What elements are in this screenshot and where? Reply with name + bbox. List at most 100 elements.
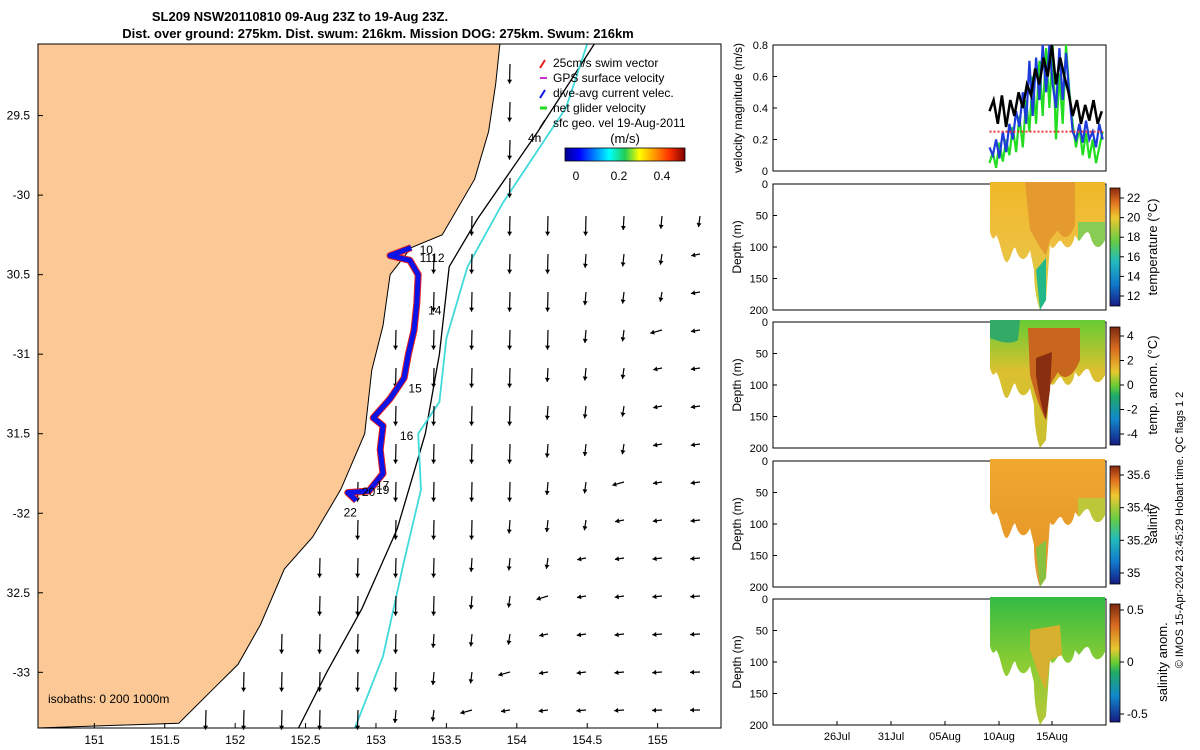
velocity-arrowhead [393, 459, 399, 464]
depth-tick-label: 50 [756, 626, 768, 638]
colorbar-tick-label: -0.5 [1127, 707, 1148, 721]
velocity-arrowhead [691, 252, 696, 258]
salinity-panel: Depth (m) salinity [730, 459, 1160, 588]
velocity-arrowhead [545, 345, 551, 350]
depth-tick-label: 50 [756, 211, 768, 223]
velocity-arrowhead [582, 263, 588, 268]
temp-anomaly-cool-band [990, 320, 1020, 343]
velocity-arrowhead [577, 556, 582, 562]
velocity-arrowhead [393, 611, 399, 616]
velocity-arrowhead [582, 338, 588, 343]
velocity-arrowhead [691, 328, 696, 334]
colorbar-tick-label: 35.6 [1127, 468, 1151, 482]
velocity-arrowhead [690, 366, 696, 372]
velocity-y-tick-label: 0.2 [753, 135, 768, 147]
map-y-tick-label: 31.5 [7, 427, 31, 441]
time-tick-label: 31Jul [878, 731, 904, 743]
temperature-cold-plume [1036, 258, 1046, 310]
velocity-arrowhead [690, 707, 694, 713]
velocity-arrowhead [653, 366, 658, 372]
map-y-tick-label: -32 [13, 506, 31, 520]
day-label: 14 [428, 303, 442, 317]
velocity-arrowhead [469, 535, 475, 540]
salinity-low-plume [1036, 540, 1046, 587]
colorbar-tick-label: -2 [1127, 403, 1138, 417]
velocity-panel: 0 0.2 0.4 0.6 0.8 velocity magnitude (m/s) [731, 40, 1107, 178]
velocity-arrowhead [653, 442, 658, 448]
salinity-cblabel: salinity [1145, 504, 1160, 544]
temp-anomaly-cblabel: temp. anom. (°C) [1145, 335, 1160, 434]
time-tick-label: 05Aug [929, 731, 961, 743]
depth-tick-label: 0 [762, 317, 768, 329]
time-tick-label: 15Aug [1036, 731, 1068, 743]
time-tick-labels: 26Jul 31Jul 05Aug 10Aug 15Aug [824, 721, 1068, 743]
temperature-colorbar [1109, 187, 1121, 307]
day-label: 10 [420, 243, 434, 257]
colorbar-tick-label: 35.2 [1127, 533, 1151, 547]
velocity-arrowhead [355, 573, 361, 578]
velocity-arrowhead [507, 193, 513, 198]
velocity-arrowhead [538, 708, 543, 714]
velocity-line [988, 44, 1104, 169]
velocity-arrowhead [393, 497, 399, 502]
legend-dive-avg-label: dive-avg current velec. [553, 86, 674, 100]
velocity-arrowhead [614, 632, 619, 638]
velocity-arrowhead [317, 611, 323, 616]
temp-anomaly-colorbar [1109, 326, 1121, 446]
sal-anomaly-panel: Depth (m) salinity anom. [730, 597, 1170, 726]
colorbar-tick-label: 4 [1127, 329, 1134, 343]
velocity-y-tick-label: 0.8 [753, 40, 768, 52]
velocity-arrowhead [583, 231, 589, 236]
colorbar-tick-label: 0 [1127, 378, 1134, 392]
velocity-arrowhead [614, 556, 620, 562]
colorbar-tick-label: 18 [1127, 230, 1141, 244]
velocity-arrowhead [507, 231, 513, 236]
velocity-arrowhead [582, 301, 588, 306]
velocity-arrowhead [431, 307, 437, 312]
map-y-tick-label: 29.5 [7, 109, 31, 123]
velocity-arrowhead [620, 299, 626, 304]
velocity-arrowhead [506, 603, 512, 608]
velocity-arrowhead [612, 481, 617, 487]
velocity-y-tick-label: 0.4 [753, 103, 768, 115]
temperature-ylabel: Depth (m) [730, 220, 744, 273]
depth-tick-label: 150 [750, 551, 768, 563]
map-frame [37, 43, 722, 729]
velocity-arrowhead [355, 687, 361, 692]
map-y-tick-label: 30.5 [7, 268, 31, 282]
velocity-arrowhead [469, 307, 475, 312]
velocity-arrowhead [582, 376, 588, 381]
velocity-arrowhead [468, 605, 474, 610]
map-y-tick-label: -31 [13, 347, 31, 361]
velocity-arrowhead [393, 421, 399, 426]
legend-sfc-geo-label: sfc geo. vel 19-Aug-2011 [553, 116, 686, 130]
map-x-tick-label: 155 [648, 733, 668, 747]
depth-tick-label: 150 [750, 412, 768, 424]
depth-tick-label: 100 [750, 657, 768, 669]
sal-anomaly-ylabel: Depth (m) [730, 635, 744, 688]
velocity-arrowhead [582, 451, 588, 457]
velocity-arrowhead [620, 262, 626, 267]
legend-net-glider-label: net glider velocity [553, 101, 646, 115]
day-label: 1112 [420, 251, 445, 265]
velocity-arrowhead [690, 404, 696, 410]
velocity-arrowhead [498, 671, 503, 677]
velocity-arrowhead [620, 337, 626, 342]
legend-sfc-geo-icon [539, 119, 546, 129]
map-x-ticks: 151 151.5 152 152.5 153 153.5 154 154.5 155 [84, 723, 668, 747]
velocity-arrowhead [469, 383, 475, 388]
title-line-2: Dist. over ground: 275km. Dist. swum: 21… [122, 26, 634, 41]
velocity-y-tick-label: 0.6 [753, 72, 768, 84]
depth-tick-label: 200 [750, 582, 768, 594]
geostrophic-velocity-arrows [203, 63, 702, 730]
velocity-arrowhead [545, 269, 551, 274]
velocity-arrowhead [279, 687, 285, 692]
land-area [37, 43, 501, 729]
map-y-tick-label: -30 [13, 188, 31, 202]
legend-swim-vector-label: 25cm/s swim vector [553, 56, 658, 70]
velocity-arrowhead [544, 490, 550, 495]
velocity-arrowhead [460, 709, 465, 715]
colorbar-tick-label: 14 [1127, 269, 1141, 283]
velocity-arrowhead [317, 687, 323, 692]
